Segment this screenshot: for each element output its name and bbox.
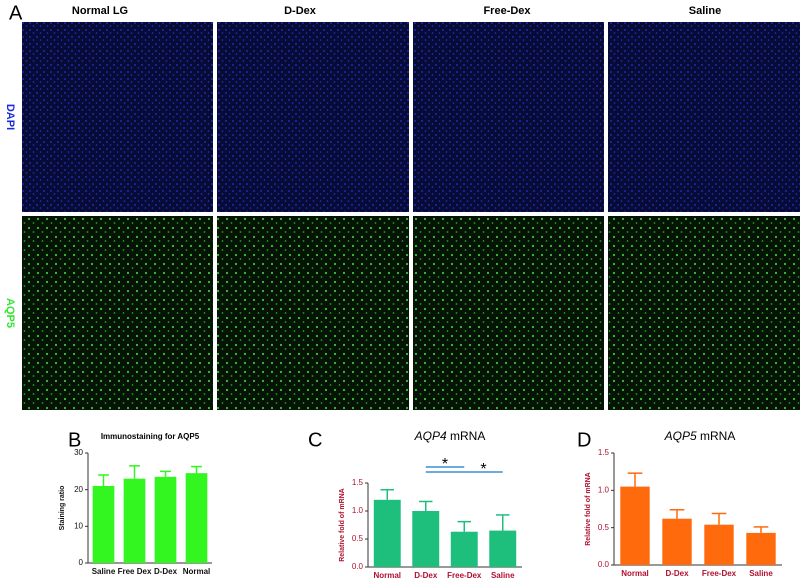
chart-title: Immunostaining for AQP5 [101, 432, 200, 441]
chart-title: AQP4 mRNA [414, 429, 486, 443]
y-tick-label: 1.5 [352, 478, 364, 487]
bar [412, 511, 440, 567]
micrograph [22, 22, 213, 212]
bar [154, 476, 177, 563]
x-tick-label: Free-Dex [447, 571, 482, 580]
bar [489, 530, 517, 567]
y-tick-label: 30 [74, 448, 83, 457]
y-tick-label: 0.0 [598, 560, 610, 569]
bar [185, 473, 208, 563]
column-header: Free-Dex [483, 5, 531, 17]
x-tick-label: Saline [92, 567, 116, 576]
micrograph [413, 22, 604, 212]
micrograph [608, 216, 800, 410]
y-axis-label: Relative fold of mRNA [339, 488, 346, 562]
y-axis-label: Staining ratio [59, 486, 66, 531]
x-tick-label: Normal [373, 571, 401, 580]
column-header: Normal LG [72, 5, 128, 17]
panel-label: D [577, 429, 591, 451]
x-tick-label: D-Dex [414, 571, 438, 580]
x-tick-label: Normal [621, 569, 649, 578]
bar [662, 518, 692, 565]
bar [92, 486, 115, 563]
micrograph [217, 22, 409, 212]
significance-label: * [480, 461, 486, 478]
panel-label: C [308, 429, 322, 451]
x-tick-label: D-Dex [154, 567, 178, 576]
bar [704, 524, 734, 565]
micrograph [22, 216, 213, 410]
panel-label: B [68, 429, 81, 451]
significance-label: * [442, 456, 448, 473]
bar [746, 532, 776, 565]
y-tick-label: 10 [74, 521, 83, 530]
x-tick-label: D-Dex [665, 569, 689, 578]
y-tick-label: 0.5 [598, 523, 610, 532]
column-header: D-Dex [284, 5, 317, 17]
chart-title: AQP5 mRNA [664, 429, 736, 443]
x-tick-label: Saline [491, 571, 515, 580]
x-tick-label: Free Dex [118, 567, 152, 576]
bar [620, 486, 650, 565]
column-header: Saline [689, 5, 721, 17]
micrograph [217, 216, 409, 410]
micrograph [413, 216, 604, 410]
y-tick-label: 20 [74, 485, 83, 494]
x-tick-label: Saline [749, 569, 773, 578]
bar [450, 531, 478, 567]
panel-label: A [9, 2, 23, 24]
y-tick-label: 1.5 [598, 448, 610, 457]
y-axis-label: Relative fold of mRNA [585, 472, 592, 546]
row-label: AQP5 [4, 298, 16, 328]
y-tick-label: 1.0 [598, 485, 610, 494]
row-label: DAPI [4, 104, 16, 130]
bar [123, 478, 146, 563]
y-tick-label: 0.5 [352, 534, 364, 543]
x-tick-label: Free-Dex [702, 569, 737, 578]
y-tick-label: 0.0 [352, 562, 364, 571]
bar [373, 499, 401, 567]
y-tick-label: 0 [79, 558, 84, 567]
x-tick-label: Normal [183, 567, 211, 576]
micrograph [608, 22, 800, 212]
y-tick-label: 1.0 [352, 506, 364, 515]
micrograph-grid [22, 22, 800, 410]
